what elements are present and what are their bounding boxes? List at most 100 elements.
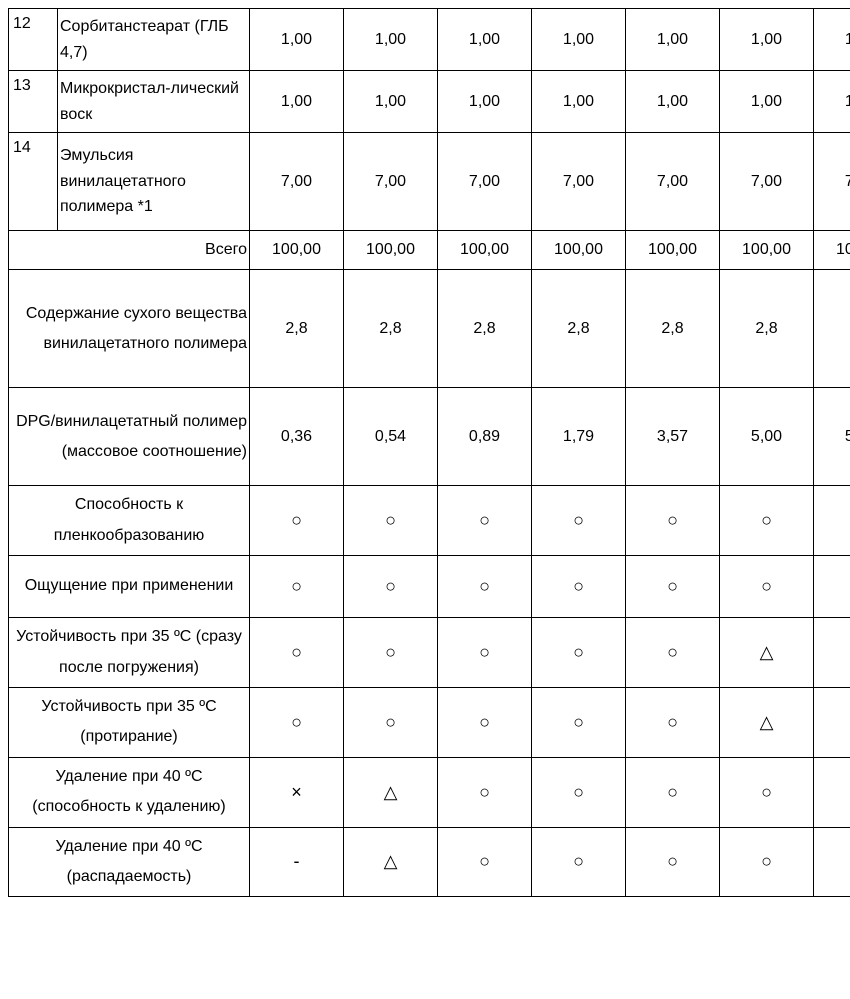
value-cell: 5,00 xyxy=(720,388,814,486)
total-row-body: Всего 100,00 100,00 100,00 100,00 100,00… xyxy=(9,231,850,270)
table-row: Устойчивость при 35 ºC (протирание)○○○○○… xyxy=(9,687,850,757)
value-cell: 1,79 xyxy=(532,388,626,486)
symbol-cell: ○ xyxy=(626,486,720,556)
ingredient-name: Микрокристал-лический воск xyxy=(58,71,250,133)
value-cell: 1,00 xyxy=(720,71,814,133)
total-val: 100,00 xyxy=(438,231,532,270)
row-label: Устойчивость при 35 ºC (протирание) xyxy=(9,687,250,757)
value-cell: 1,00 xyxy=(250,71,344,133)
row-label: Удаление при 40 ºC (распадаемость) xyxy=(9,827,250,897)
value-cell: 2,8 xyxy=(344,270,438,388)
symbol-cell: ○ xyxy=(626,757,720,827)
symbol-cell: ○ xyxy=(814,827,850,897)
symbol-cell: △ xyxy=(344,827,438,897)
eval-rows: Способность к пленкообразованию○○○○○○△Ощ… xyxy=(9,486,850,897)
value-cell: 1,00 xyxy=(344,71,438,133)
total-val: 100,00 xyxy=(720,231,814,270)
table-row: Удаление при 40 ºC (способность к удален… xyxy=(9,757,850,827)
value-cell: 1,00 xyxy=(532,9,626,71)
value-cell: 2,8 xyxy=(626,270,720,388)
table-row: 12Сорбитанстеарат (ГЛБ 4,7)1,001,001,001… xyxy=(9,9,850,71)
total-label: Всего xyxy=(9,231,250,270)
symbol-cell: ○ xyxy=(720,757,814,827)
row-number: 12 xyxy=(9,9,58,71)
symbol-cell: △ xyxy=(814,486,850,556)
value-cell: 7,00 xyxy=(720,133,814,231)
table-row: DPG/винилацетатный полимер (массовое соо… xyxy=(9,388,850,486)
symbol-cell: ○ xyxy=(250,687,344,757)
ingredient-name: Сорбитанстеарат (ГЛБ 4,7) xyxy=(58,9,250,71)
symbol-cell: ○ xyxy=(344,556,438,618)
value-cell: 1,00 xyxy=(626,71,720,133)
symbol-cell: △ xyxy=(344,757,438,827)
value-cell: 2,8 xyxy=(720,270,814,388)
value-cell: 7,00 xyxy=(814,133,850,231)
value-cell: 1,00 xyxy=(250,9,344,71)
symbol-cell: ○ xyxy=(532,827,626,897)
symbol-cell: ○ xyxy=(250,486,344,556)
total-val: 100,00 xyxy=(344,231,438,270)
symbol-cell: ○ xyxy=(626,827,720,897)
symbol-cell: △ xyxy=(720,687,814,757)
calc-rows: Содержание сухого вещества винилацетатно… xyxy=(9,270,850,486)
total-val: 100,00 xyxy=(250,231,344,270)
value-cell: 1,00 xyxy=(438,71,532,133)
symbol-cell: ○ xyxy=(438,827,532,897)
composition-table: 12Сорбитанстеарат (ГЛБ 4,7)1,001,001,001… xyxy=(8,8,850,897)
symbol-cell: ○ xyxy=(250,556,344,618)
table-row: 14Эмульсия винилацетатного полимера *17,… xyxy=(9,133,850,231)
symbol-cell: ○ xyxy=(532,486,626,556)
symbol-cell: ○ xyxy=(438,556,532,618)
total-val: 100,00 xyxy=(532,231,626,270)
value-cell: 1,00 xyxy=(344,9,438,71)
table-row: Устойчивость при 35 ºC (сразу после погр… xyxy=(9,618,850,688)
value-cell: 2,8 xyxy=(438,270,532,388)
row-label: Ощущение при применении xyxy=(9,556,250,618)
symbol-cell: ○ xyxy=(344,486,438,556)
symbol-cell: ○ xyxy=(532,556,626,618)
value-cell: 7,00 xyxy=(250,133,344,231)
symbol-cell: ○ xyxy=(532,757,626,827)
row-number: 14 xyxy=(9,133,58,231)
symbol-cell: ○ xyxy=(626,556,720,618)
value-cell: 7,00 xyxy=(532,133,626,231)
row-label: DPG/винилацетатный полимер (массовое соо… xyxy=(9,388,250,486)
value-cell: 1,00 xyxy=(814,71,850,133)
value-cell: 3,57 xyxy=(626,388,720,486)
symbol-cell: △ xyxy=(720,618,814,688)
table-row: Способность к пленкообразованию○○○○○○△ xyxy=(9,486,850,556)
value-cell: 1,00 xyxy=(720,9,814,71)
row-label: Способность к пленкообразованию xyxy=(9,486,250,556)
symbol-cell: ○ xyxy=(438,687,532,757)
value-cell: 1,00 xyxy=(814,9,850,71)
value-cell: 0,36 xyxy=(250,388,344,486)
value-cell: 1,00 xyxy=(626,9,720,71)
symbol-cell: ○ xyxy=(438,486,532,556)
symbol-cell: ○ xyxy=(814,757,850,827)
value-cell: 7,00 xyxy=(344,133,438,231)
row-label: Удаление при 40 ºC (способность к удален… xyxy=(9,757,250,827)
symbol-cell: × xyxy=(814,618,850,688)
symbol-cell: ○ xyxy=(532,618,626,688)
symbol-cell: ○ xyxy=(720,486,814,556)
ingredient-name: Эмульсия винилацетатного полимера *1 xyxy=(58,133,250,231)
total-val: 100,00 xyxy=(814,231,850,270)
symbol-cell: ○ xyxy=(438,757,532,827)
symbol-cell: × xyxy=(250,757,344,827)
value-cell: 5,89 xyxy=(814,388,850,486)
value-cell: 0,89 xyxy=(438,388,532,486)
total-val: 100,00 xyxy=(626,231,720,270)
value-cell: 2,8 xyxy=(814,270,850,388)
symbol-cell: ○ xyxy=(344,618,438,688)
value-cell: 7,00 xyxy=(438,133,532,231)
symbol-cell: ○ xyxy=(532,687,626,757)
symbol-cell: ○ xyxy=(720,556,814,618)
total-row: Всего 100,00 100,00 100,00 100,00 100,00… xyxy=(9,231,850,270)
symbol-cell: ○ xyxy=(626,687,720,757)
symbol-cell: ○ xyxy=(720,827,814,897)
row-label: Устойчивость при 35 ºC (сразу после погр… xyxy=(9,618,250,688)
value-cell: 1,00 xyxy=(438,9,532,71)
table-row: Ощущение при применении○○○○○○△ xyxy=(9,556,850,618)
ingredient-rows: 12Сорбитанстеарат (ГЛБ 4,7)1,001,001,001… xyxy=(9,9,850,231)
symbol-cell: - xyxy=(250,827,344,897)
